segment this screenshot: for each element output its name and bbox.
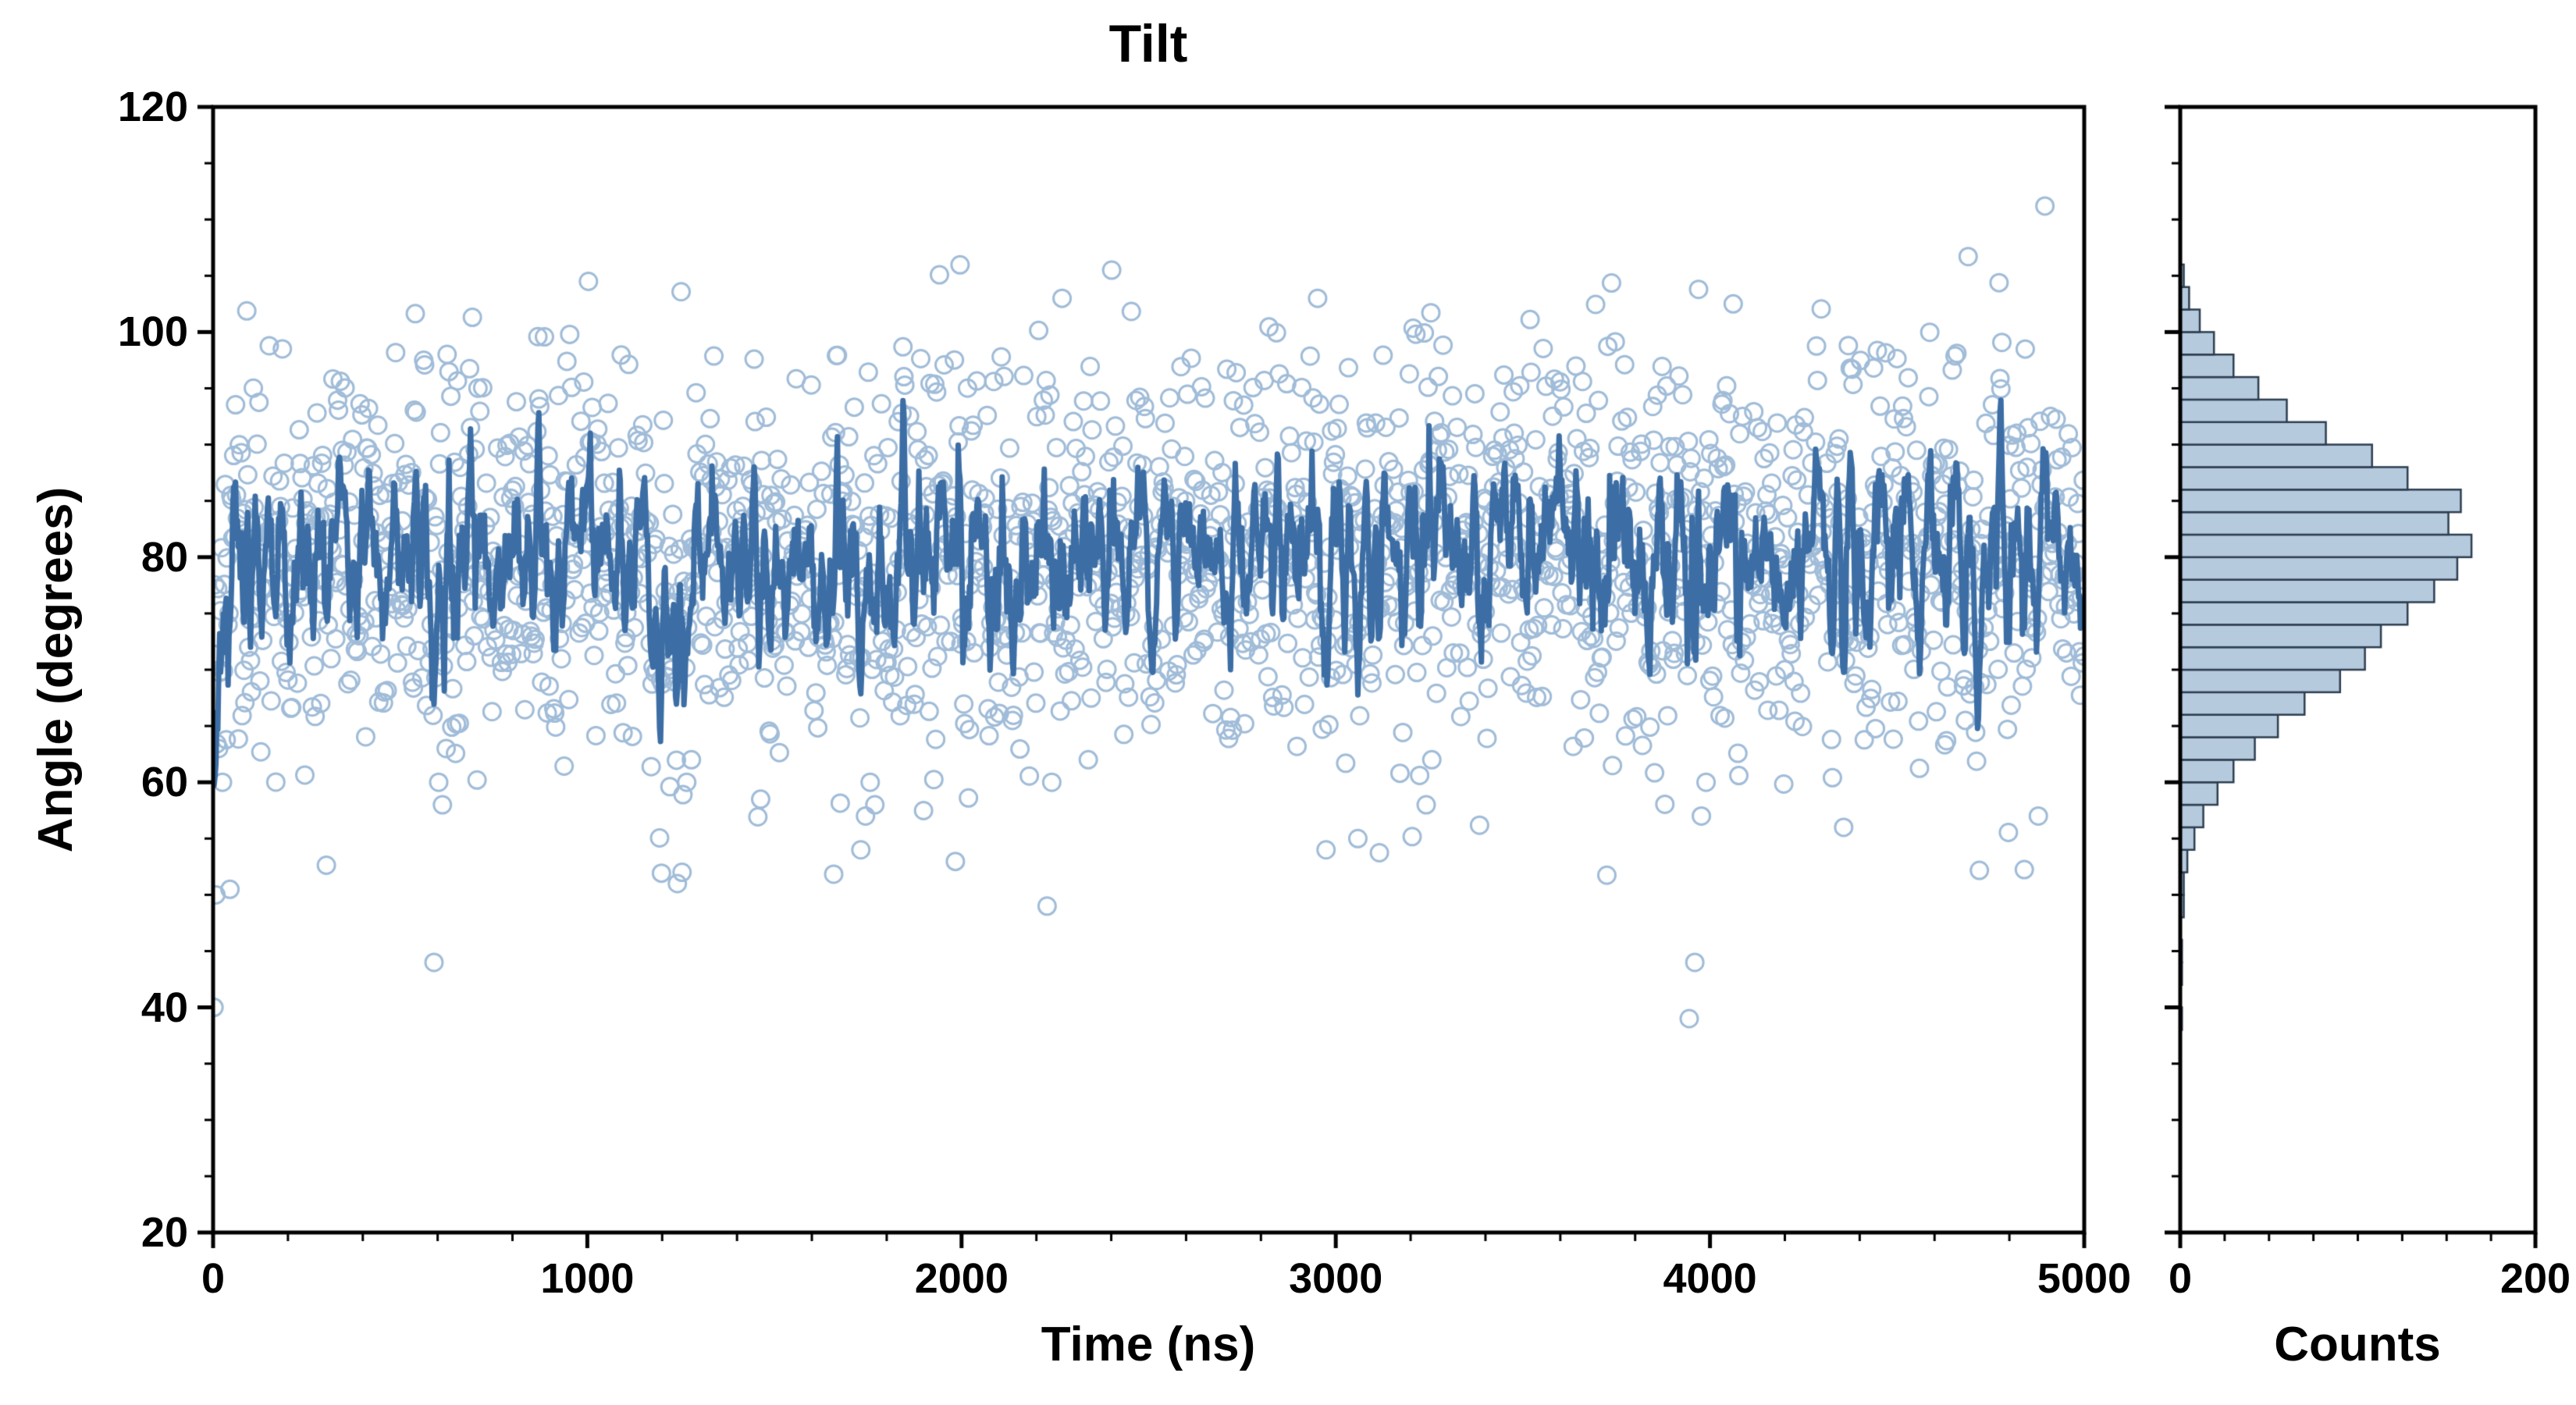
x-tick-label: 3000 [1289,1255,1383,1302]
x-tick-label: 5000 [2037,1255,2132,1302]
x-tick-label: 2000 [914,1255,1009,1302]
y-tick-label: 40 [141,984,188,1031]
x-tick-label: 1000 [540,1255,635,1302]
y-tick-label: 60 [141,759,188,806]
y-tick-label: 100 [117,308,188,356]
y-tick-label: 120 [117,84,188,130]
x-axis-label: Time (ns) [1041,1318,1256,1371]
x-tick-label: 4000 [1663,1255,1757,1302]
y-tick-label: 20 [141,1209,188,1256]
y-axis-label: Angle (degrees) [29,486,83,853]
chart-title: Tilt [1108,14,1188,73]
hist-x-axis-label: Counts [2274,1318,2441,1371]
hist-x-tick-label: 0 [2168,1255,2193,1302]
hist-x-tick-label: 200 [2500,1255,2571,1302]
x-tick-label: 0 [201,1255,226,1302]
y-tick-label: 80 [141,533,188,581]
